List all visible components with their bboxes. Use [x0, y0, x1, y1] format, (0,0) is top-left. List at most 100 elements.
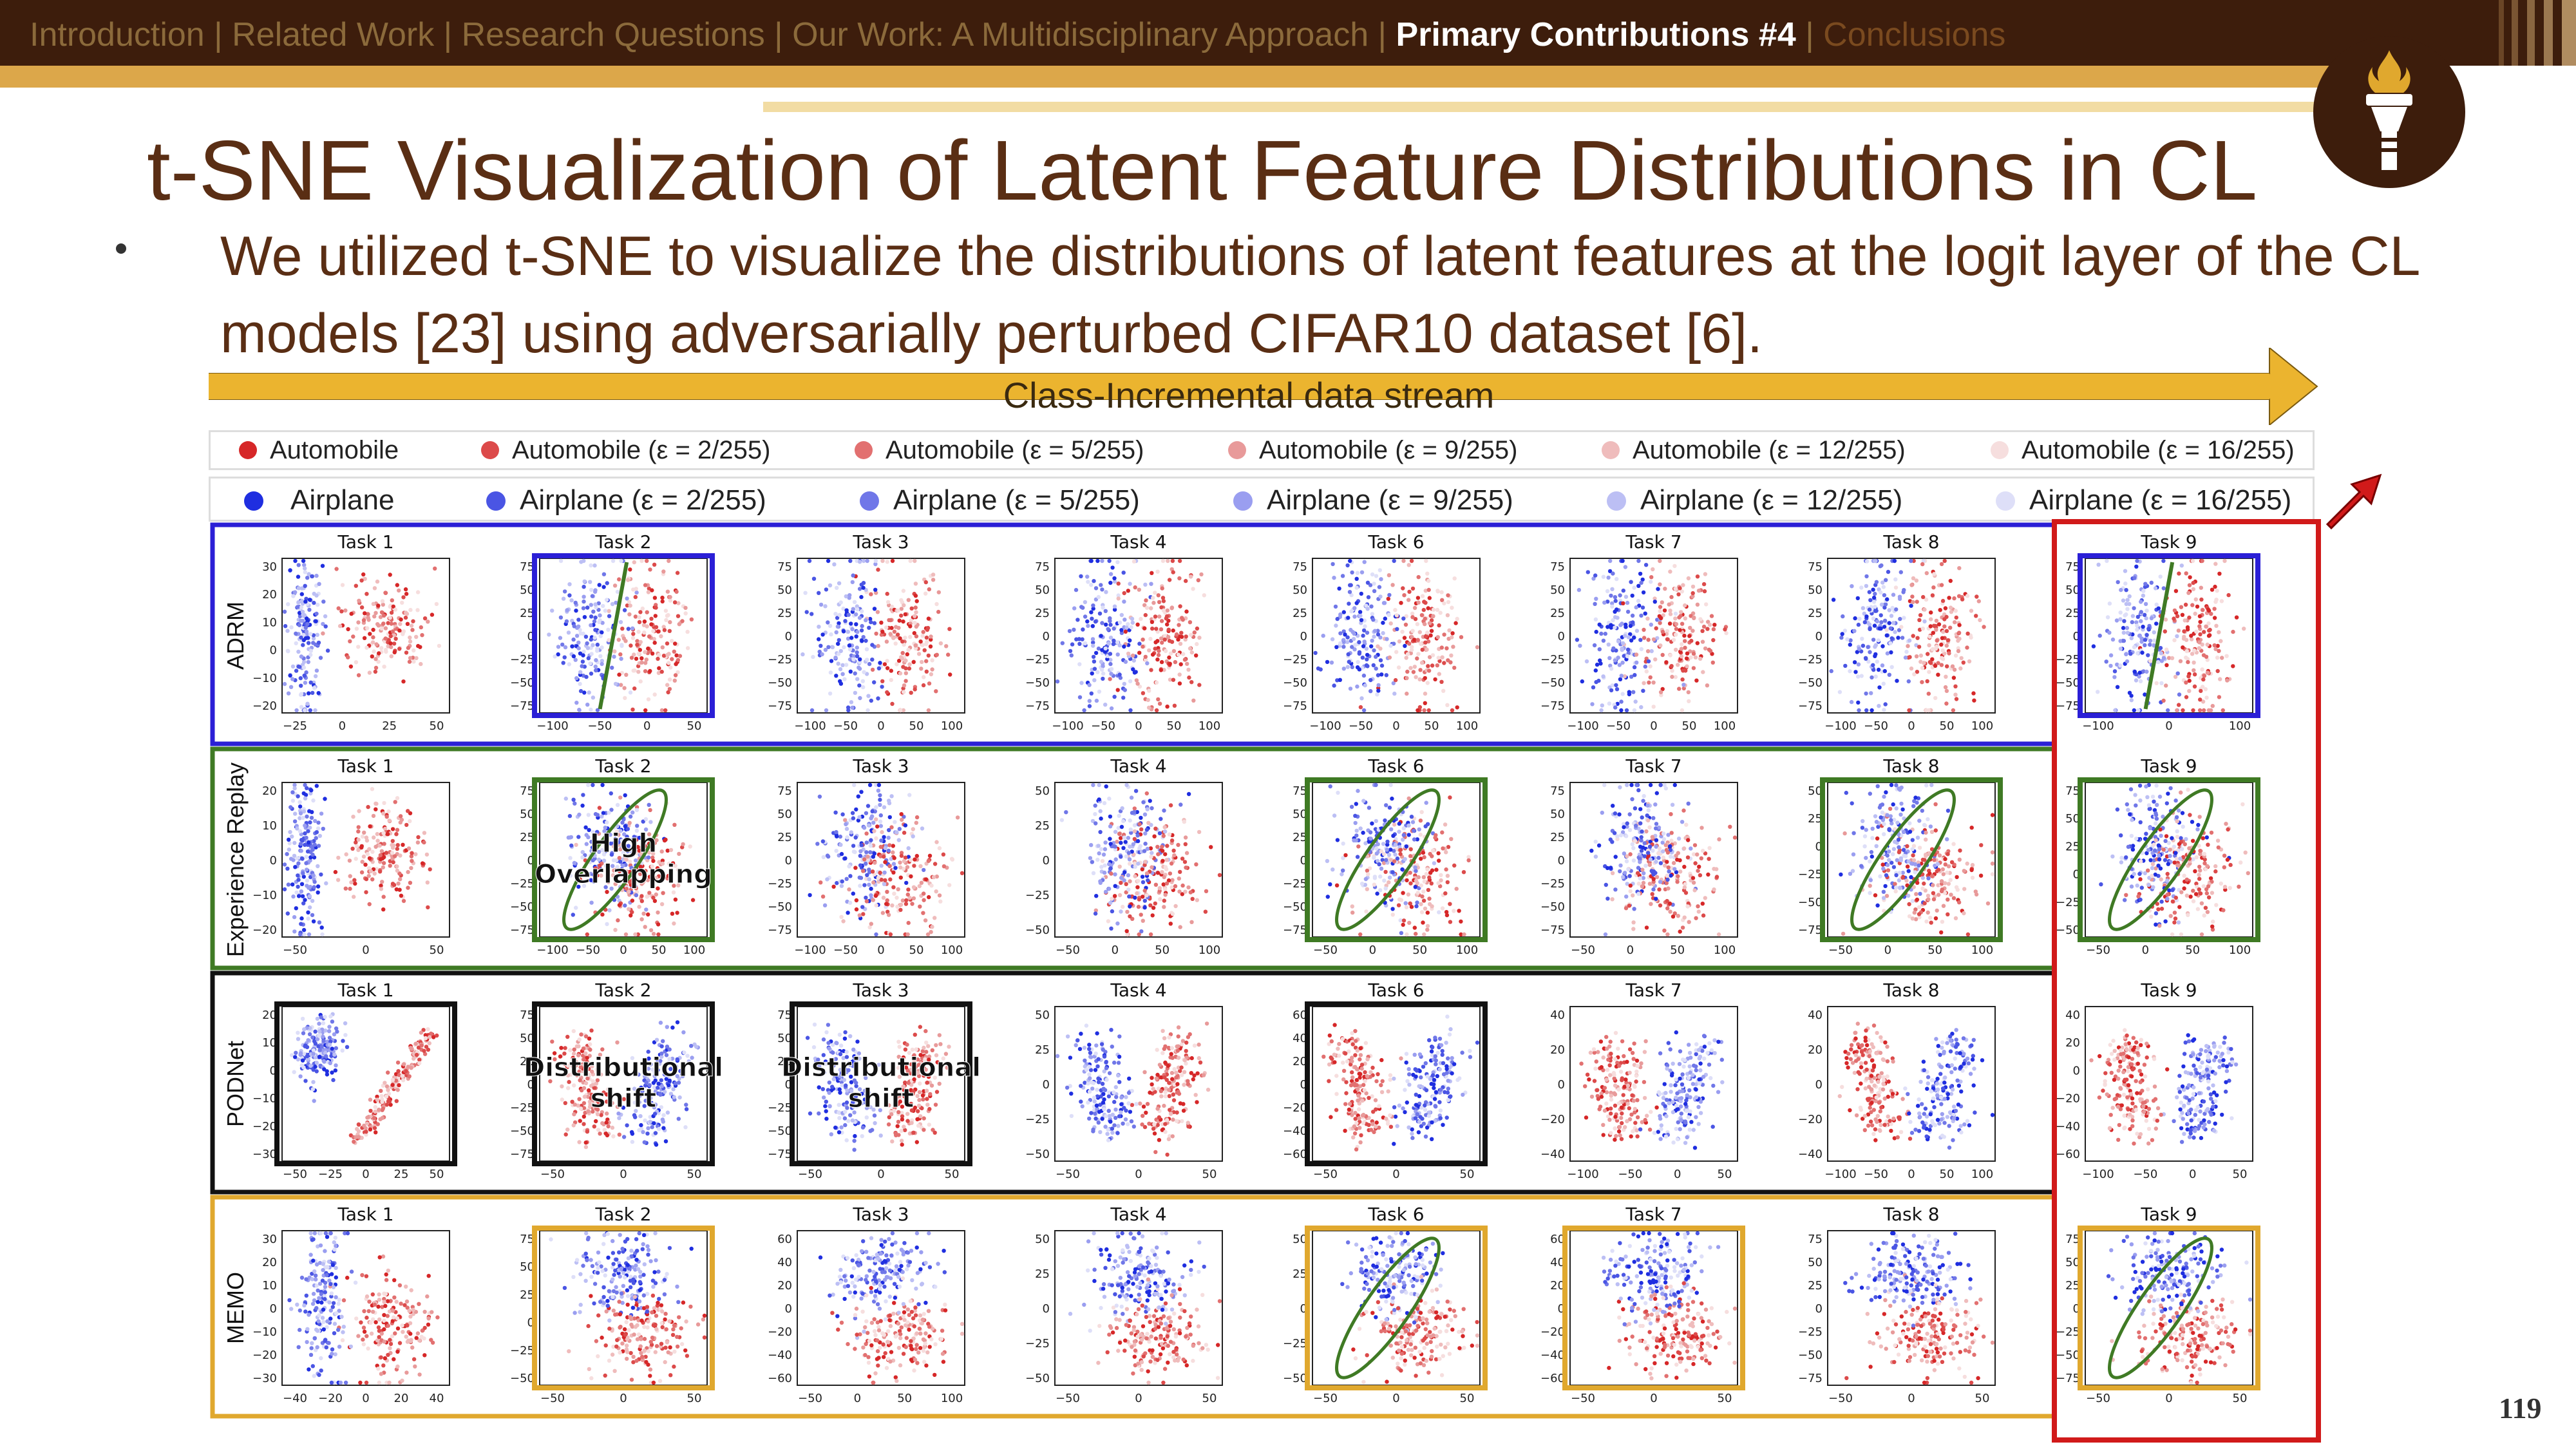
automobile-point [2164, 647, 2169, 652]
automobile-point [1171, 570, 1175, 574]
automobile-point [902, 683, 907, 688]
airplane-point [598, 613, 602, 618]
nav-item-introduction[interactable]: Introduction [30, 16, 205, 53]
airplane-point [600, 645, 604, 650]
automobile-point [1137, 684, 1142, 689]
airplane-point [1333, 604, 1338, 609]
automobile-point [931, 875, 936, 880]
nav-item-conclusions[interactable]: Conclusions [1823, 16, 2006, 53]
automobile-point [631, 587, 636, 592]
airplane-point [1101, 852, 1106, 857]
airplane-point [843, 619, 848, 623]
airplane-point [850, 627, 855, 632]
airplane-point [1893, 577, 1898, 582]
automobile-point [1167, 578, 1172, 582]
automobile-point [1918, 653, 1924, 658]
nav-item-our-work-a-multidisciplinary-approach[interactable]: Our Work: A Multidisciplinary Approach [792, 16, 1369, 53]
airplane-point [828, 623, 833, 628]
automobile-point [2154, 681, 2159, 686]
airplane-point [1627, 690, 1631, 694]
automobile-point [1412, 605, 1417, 611]
airplane-point [1626, 650, 1631, 656]
bullet-point [116, 243, 126, 254]
legend-marker [486, 491, 506, 511]
airplane-point [2128, 652, 2133, 656]
automobile-point [1457, 909, 1461, 913]
legend-label: Automobile (ε = 2/255) [512, 436, 771, 464]
airplane-point [1372, 589, 1377, 593]
automobile-point [885, 591, 889, 596]
airplane-point [562, 589, 567, 594]
airplane-point [1132, 658, 1137, 663]
airplane-point [287, 841, 292, 846]
automobile-point [897, 618, 902, 623]
automobile-point [1645, 616, 1650, 621]
airplane-point [859, 609, 864, 614]
airplane-point [1345, 635, 1350, 639]
airplane-point [584, 674, 589, 679]
airplane-point [1186, 791, 1191, 797]
airplane-point [826, 620, 830, 625]
automobile-point [1707, 647, 1712, 652]
automobile-point [934, 601, 939, 607]
airplane-point [844, 663, 849, 667]
airplane-point [1079, 574, 1083, 578]
airplane-point [2098, 633, 2102, 638]
automobile-point [1403, 622, 1408, 627]
airplane-point [853, 835, 858, 840]
legend-marker [1233, 491, 1253, 511]
airplane-point [1116, 593, 1121, 598]
airplane-point [1387, 612, 1391, 617]
automobile-point [2202, 630, 2206, 634]
automobile-point [1940, 649, 1945, 653]
airplane-point [2146, 653, 2150, 658]
automobile-point [1372, 882, 1377, 887]
airplane-point [1686, 801, 1690, 806]
automobile-point [665, 652, 670, 658]
automobile-point [365, 626, 370, 630]
automobile-point [1401, 586, 1405, 591]
automobile-point [1724, 630, 1728, 636]
airplane-point [1639, 580, 1643, 585]
airplane-point [585, 703, 590, 707]
airplane-point [1397, 821, 1401, 826]
airplane-point [878, 824, 884, 828]
airplane-point [1365, 652, 1370, 658]
airplane-point [1117, 672, 1122, 677]
airplane-point [2143, 582, 2148, 586]
airplane-point [308, 652, 313, 658]
automobile-point [1440, 906, 1445, 911]
automobile-point [1927, 634, 1932, 639]
automobile-point [904, 671, 909, 676]
nav-item-related-work[interactable]: Related Work [232, 16, 435, 53]
airplane-point [316, 602, 320, 607]
automobile-point [1412, 665, 1417, 669]
nav-item-primary-contributions-4[interactable]: Primary Contributions #4 [1396, 16, 1796, 53]
nav-item-research-questions[interactable]: Research Questions [461, 16, 765, 53]
automobile-point [1153, 901, 1158, 906]
airplane-point [609, 791, 613, 796]
airplane-point [2143, 601, 2148, 607]
automobile-point [1400, 629, 1405, 634]
airplane-point [1389, 827, 1394, 832]
airplane-point [855, 630, 860, 634]
automobile-point [1152, 834, 1157, 838]
airplane-point [868, 850, 873, 855]
automobile-point [388, 634, 393, 639]
automobile-point [873, 893, 878, 898]
automobile-point [1168, 661, 1172, 666]
automobile-point [1930, 593, 1935, 598]
automobile-point [1180, 883, 1185, 888]
automobile-point [1406, 892, 1411, 897]
airplane-point [1102, 870, 1107, 875]
automobile-point [392, 854, 397, 858]
airplane-point [577, 812, 582, 817]
airplane-point [1332, 813, 1337, 818]
automobile-point [401, 629, 406, 634]
automobile-point [2192, 672, 2197, 677]
automobile-point [1944, 643, 1949, 648]
automobile-point [422, 840, 426, 845]
automobile-point [2183, 602, 2188, 607]
airplane-point [1593, 573, 1598, 578]
automobile-point [343, 608, 348, 613]
